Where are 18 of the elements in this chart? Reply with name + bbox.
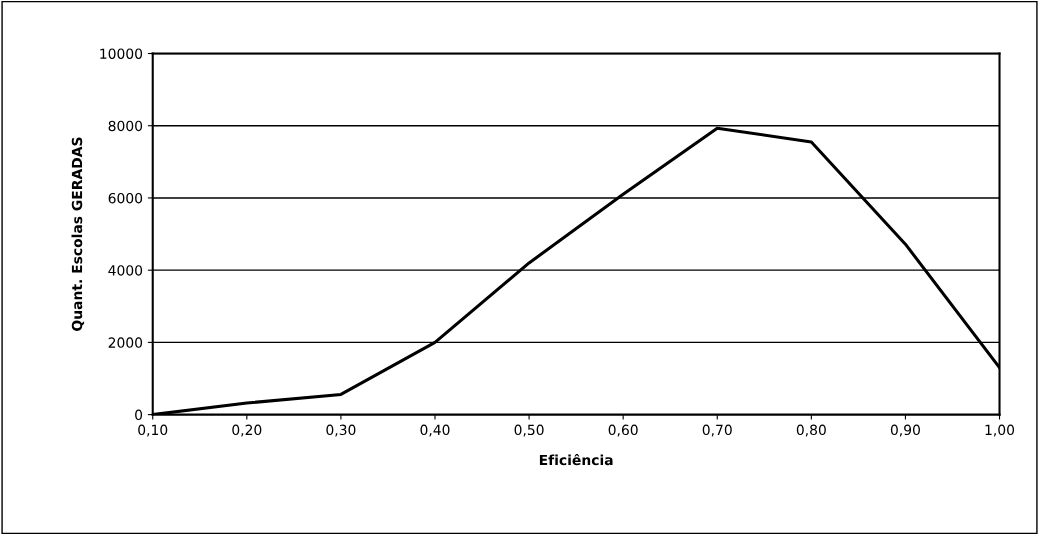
y-axis-title: Quant. Escolas GERADAS bbox=[71, 137, 85, 331]
x-tick-label: 0,10 bbox=[138, 424, 168, 437]
x-tick-label: 0,30 bbox=[326, 424, 356, 437]
x-tick-label: 0,90 bbox=[890, 424, 920, 437]
x-tick-label: 0,20 bbox=[232, 424, 262, 437]
x-tick-label: 0,70 bbox=[702, 424, 732, 437]
y-tick-label: 10000 bbox=[100, 48, 143, 59]
y-tick-label: 6000 bbox=[108, 192, 143, 204]
x-tick-label: 0,50 bbox=[514, 424, 544, 437]
y-tick-label: 2000 bbox=[108, 337, 143, 348]
x-tick-label: 0,60 bbox=[608, 424, 638, 437]
x-tick-label: 0,80 bbox=[796, 424, 826, 437]
y-tick-label: 0 bbox=[135, 409, 143, 421]
x-tick-label: 1,00 bbox=[985, 424, 1015, 437]
x-axis-title: Eficiência bbox=[539, 453, 613, 466]
y-tick-label: 8000 bbox=[108, 120, 143, 132]
y-tick-label: 4000 bbox=[108, 265, 143, 276]
x-tick-label: 0,40 bbox=[420, 424, 450, 437]
